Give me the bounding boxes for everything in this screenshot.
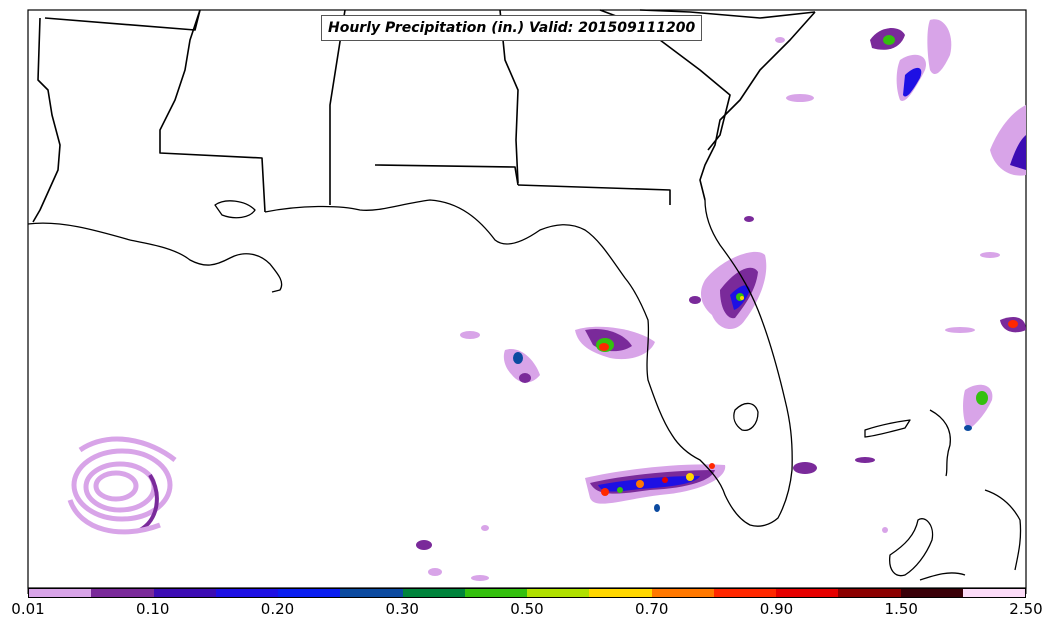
state-line-la-ms [32,17,61,223]
state-line-ms-west [159,9,266,213]
colorbar-segment [527,589,590,597]
colorbar-tick-label: 1.50 [884,600,918,618]
state-line-sc-nc [639,9,816,19]
colorbar-segment [589,589,652,597]
colorbar-segment [838,589,901,597]
east-florida-precip [689,216,767,330]
bahamas-andros [864,419,911,438]
colorbar-tick-label: 0.20 [260,600,295,618]
colorbar-segment [340,589,403,597]
colorbar-tick-labels: 0.01 0.10 0.20 0.30 0.50 0.70 0.90 1.50 2.50 [0,600,1054,626]
cuba-coast [889,518,934,577]
colorbar-segment [464,589,527,597]
map-title: Hourly Precipitation (in.) Valid: 201509… [321,15,703,41]
state-line-ga-fl [517,184,671,205]
state-line-al-fl [374,164,519,186]
colorbar-tick-label: 0.70 [635,600,669,618]
colorbar-segment [153,589,216,597]
gulf-swirl-precip [67,436,177,535]
gulf-coast [27,199,793,527]
map-frame [27,9,1027,589]
colorbar-tick-label: 2.50 [1009,600,1043,618]
coast-sc-ga [699,11,816,201]
south-florida-precip [585,462,817,512]
colorbar-segment [215,589,278,597]
colorbar-segment [29,589,92,597]
bahamas-east [984,489,1022,571]
colorbar-segment [91,589,154,597]
cuba-west [919,572,966,581]
lake-pontchartrain [214,200,256,219]
colorbar-segment [713,589,776,597]
lake-okeechobee [733,402,759,431]
west-florida-precip [460,326,655,383]
atlantic-precip [775,19,1026,463]
state-line-ms-al [329,9,346,205]
state-line-al-ga [499,9,519,184]
colorbar-segment [776,589,839,597]
colorbar-segment [900,589,963,597]
colorbar-segment [651,589,714,597]
southern-precip [416,525,888,581]
colorbar-tick-label: 0.50 [510,600,544,618]
boundaries [32,9,816,223]
colorbar-tick-label: 0.90 [759,600,794,618]
colorbar-tick-label: 0.30 [385,600,419,618]
precipitation-colorbar [28,588,1026,598]
bahamas-grand [929,409,951,477]
colorbar-tick-label: 0.10 [136,600,170,618]
coastline [27,199,1022,581]
colorbar-segment [402,589,465,597]
colorbar-segment [278,589,341,597]
colorbar-tick-label: 0.01 [11,600,45,618]
precipitation-overlay [67,19,1026,581]
colorbar-segment [962,589,1025,597]
